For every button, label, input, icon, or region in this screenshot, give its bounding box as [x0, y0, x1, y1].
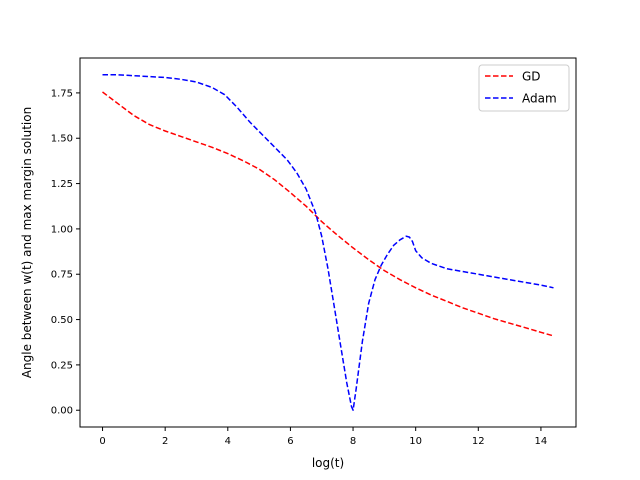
axes-frame	[79, 57, 577, 428]
y-axis-ticks: 0.00 0.25 0.50 0.75 1.00 1.25 1.50 1.75	[51, 88, 80, 417]
x-tick-label: 2	[162, 436, 168, 447]
x-tick-label: 4	[225, 436, 231, 447]
series-line-gd	[102, 91, 554, 337]
x-tick-label: 8	[350, 436, 356, 447]
x-axis-label: log(t)	[312, 456, 344, 470]
x-tick-label: 14	[535, 436, 548, 447]
legend-gd-label: GD	[522, 70, 541, 84]
x-tick-label: 0	[99, 436, 105, 447]
legend: GD Adam	[478, 64, 570, 112]
x-tick-label: 6	[287, 436, 293, 447]
y-tick-label: 0.25	[51, 360, 73, 371]
series-line-adam	[102, 74, 554, 411]
x-tick-label: 12	[472, 436, 485, 447]
y-tick-label: 1.50	[51, 134, 73, 145]
y-axis-label: Angle between w(t) and max margin soluti…	[20, 107, 34, 378]
y-tick-label: 1.00	[51, 224, 73, 235]
y-tick-label: 0.00	[51, 406, 73, 417]
legend-adam-label: Adam	[522, 92, 557, 106]
y-tick-label: 0.75	[51, 270, 73, 281]
y-tick-label: 0.50	[51, 315, 73, 326]
plot-lines	[102, 74, 554, 411]
y-tick-label: 1.75	[51, 88, 73, 99]
y-tick-label: 1.25	[51, 179, 73, 190]
x-axis-ticks: 0 2 4 6 8 10 12 14	[99, 427, 547, 447]
x-tick-label: 10	[409, 436, 422, 447]
